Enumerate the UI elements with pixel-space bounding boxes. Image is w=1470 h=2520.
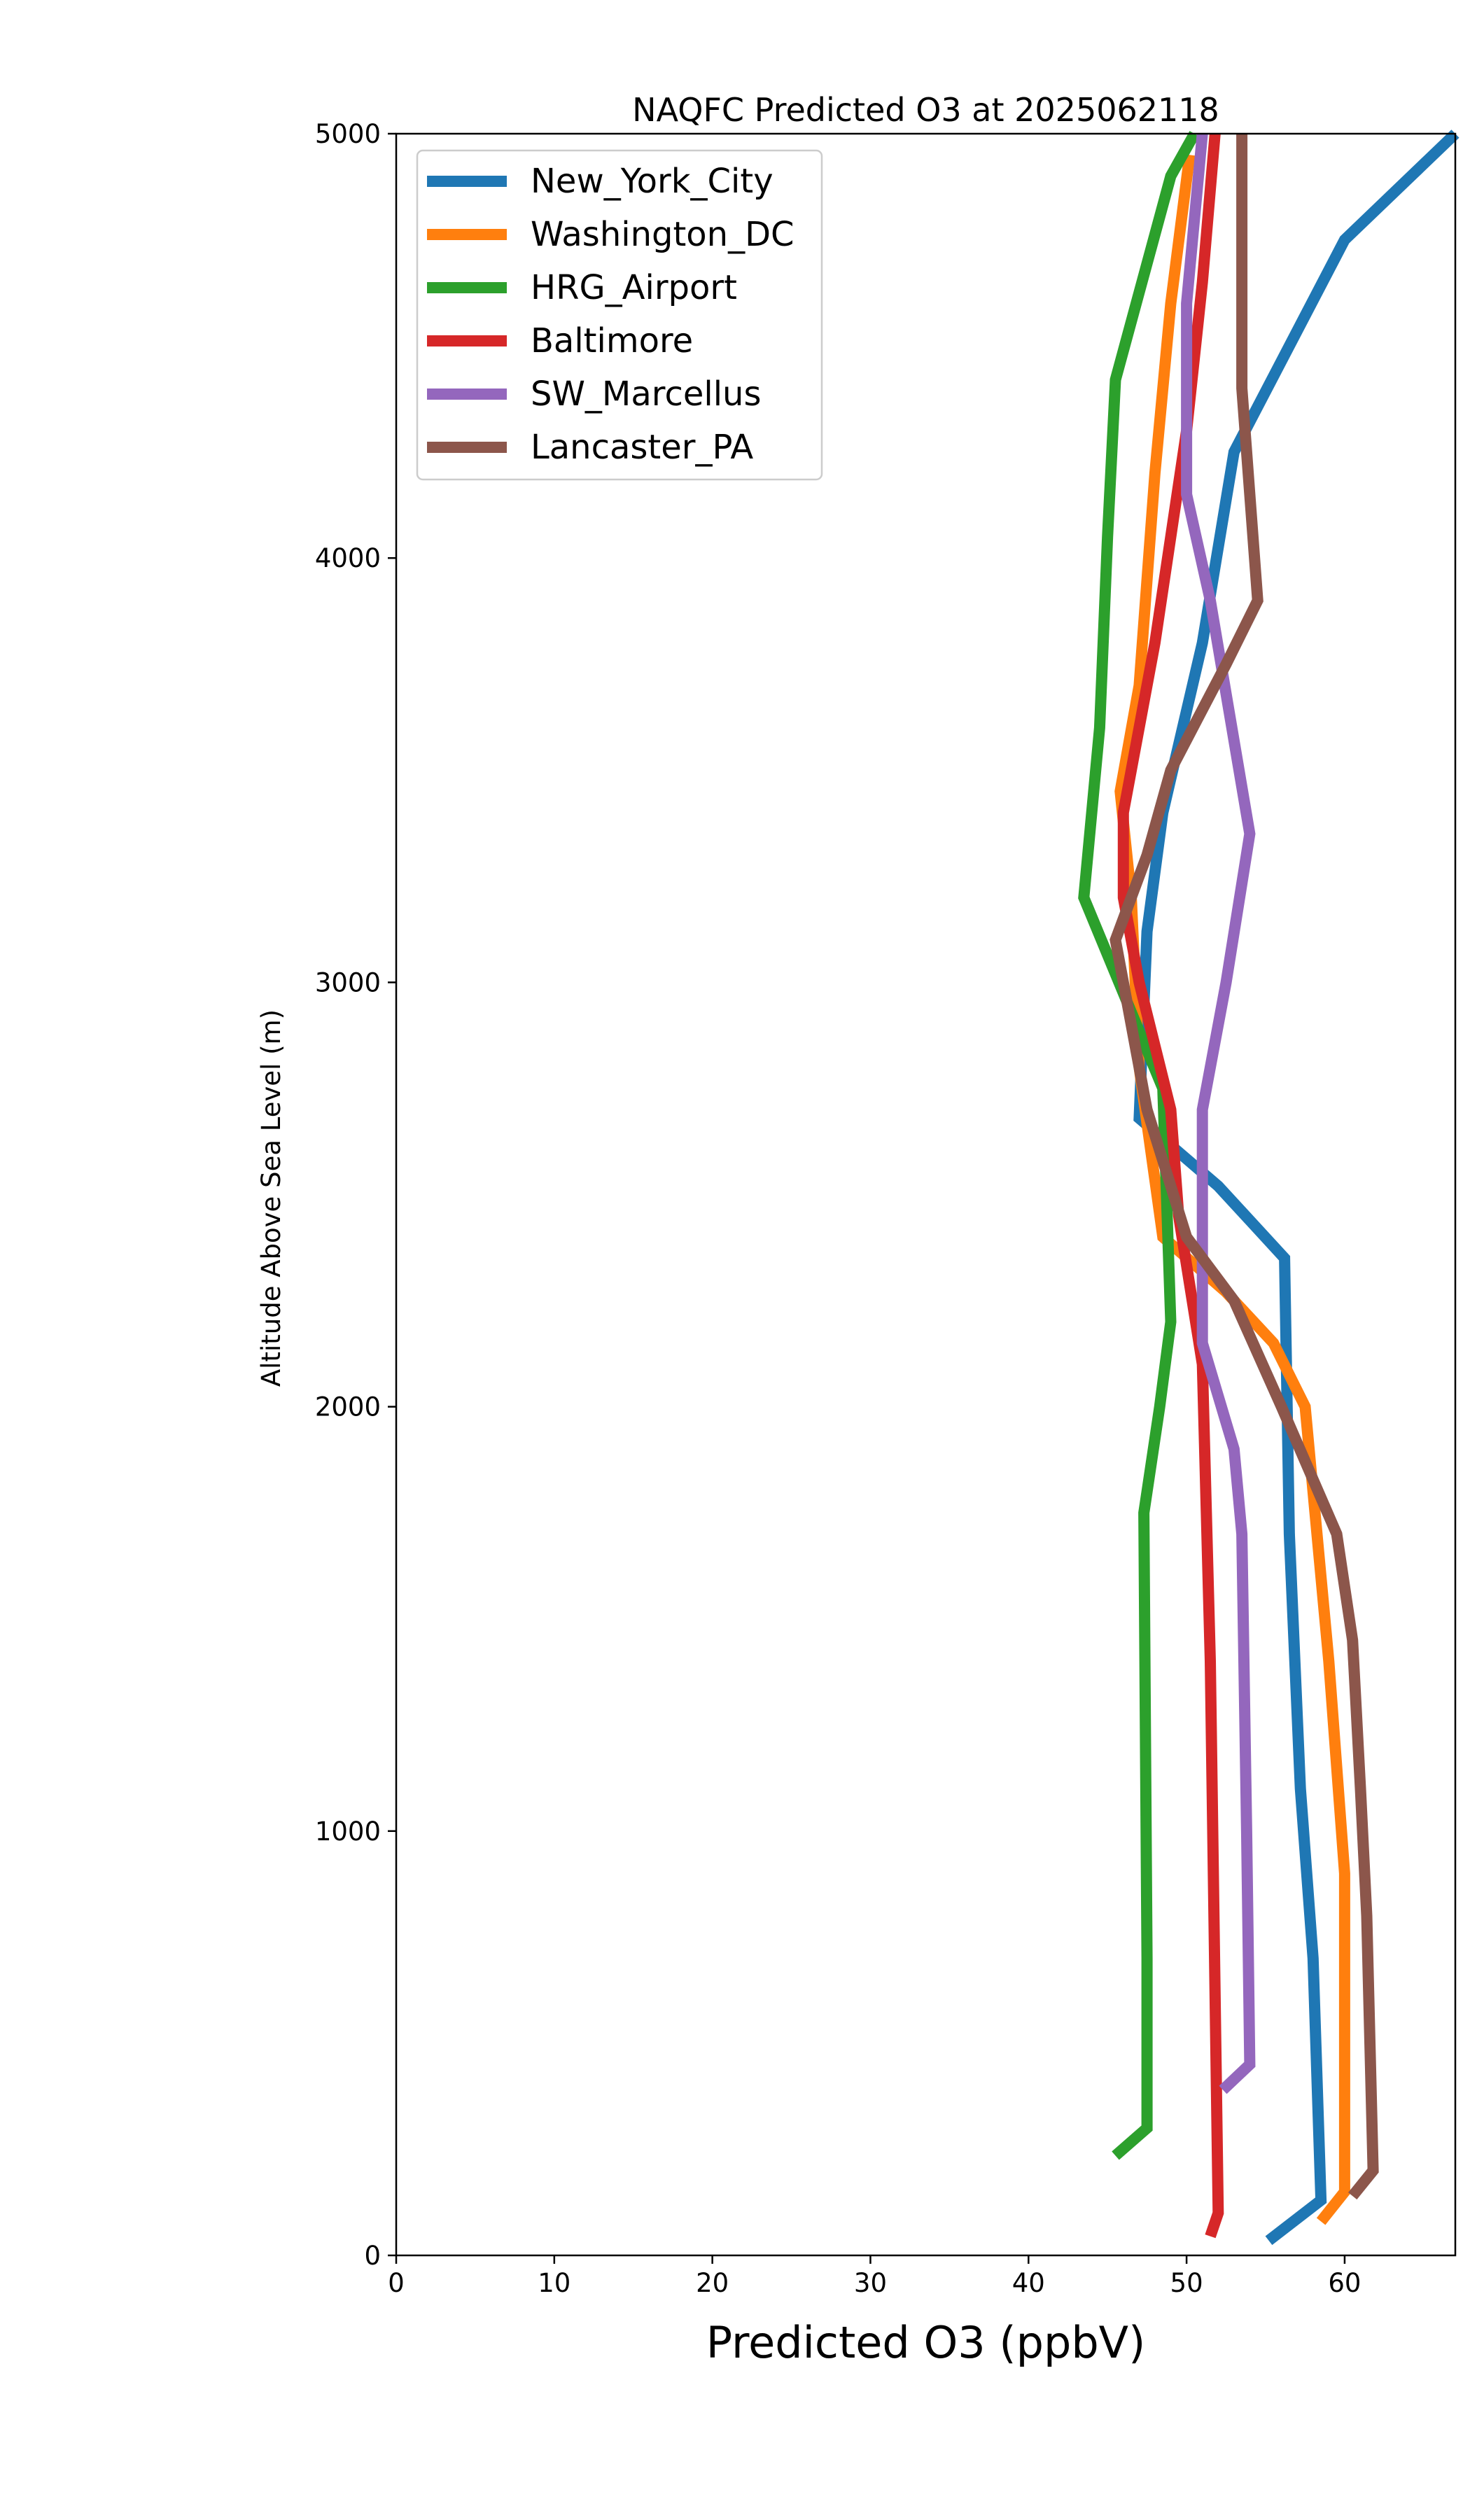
- x-tick-label: 50: [1170, 2268, 1203, 2298]
- series-line-sw-marcellus: [1181, 133, 1256, 2094]
- legend-label: Baltimore: [531, 321, 693, 360]
- y-tick-label: 3000: [315, 967, 381, 997]
- x-axis: 0 10 20 30 40 50 60: [388, 2255, 1361, 2298]
- y-tick-label: 2000: [315, 1392, 381, 1422]
- plot-frame: [395, 132, 1457, 2257]
- y-tick-label: 5000: [315, 119, 381, 149]
- legend: New_York_City Washington_DC HRG_Airport Bal…: [416, 149, 823, 481]
- chart-title: NAQFC Predicted O3 at 2025062118: [632, 91, 1219, 129]
- series-line-lancaster-pa: [1110, 134, 1379, 2200]
- legend-label: Lancaster_PA: [531, 428, 753, 467]
- y-axis-label: Altitude Above Sea Level (m): [256, 1009, 286, 1387]
- legend-frame: [416, 149, 823, 481]
- legend-label: SW_Marcellus: [531, 374, 761, 414]
- legend-label: HRG_Airport: [531, 268, 737, 307]
- x-tick-label: 40: [1012, 2268, 1045, 2298]
- y-axis: 0 1000 2000 3000 4000 5000: [315, 119, 396, 2271]
- y-tick-label: 4000: [315, 543, 381, 573]
- legend-label: New_York_City: [531, 162, 774, 201]
- x-tick-label: 30: [854, 2268, 887, 2298]
- x-tick-label: 20: [696, 2268, 729, 2298]
- x-tick-label: 10: [538, 2268, 570, 2298]
- x-tick-label: 0: [388, 2268, 405, 2298]
- series-layer: [1078, 130, 1460, 2246]
- legend-label: Washington_DC: [531, 215, 794, 254]
- x-axis-label: Predicted O3 (ppbV): [706, 2317, 1146, 2368]
- x-tick-label: 60: [1328, 2268, 1361, 2298]
- y-tick-label: 1000: [315, 1816, 381, 1847]
- y-tick-label: 0: [364, 2241, 381, 2271]
